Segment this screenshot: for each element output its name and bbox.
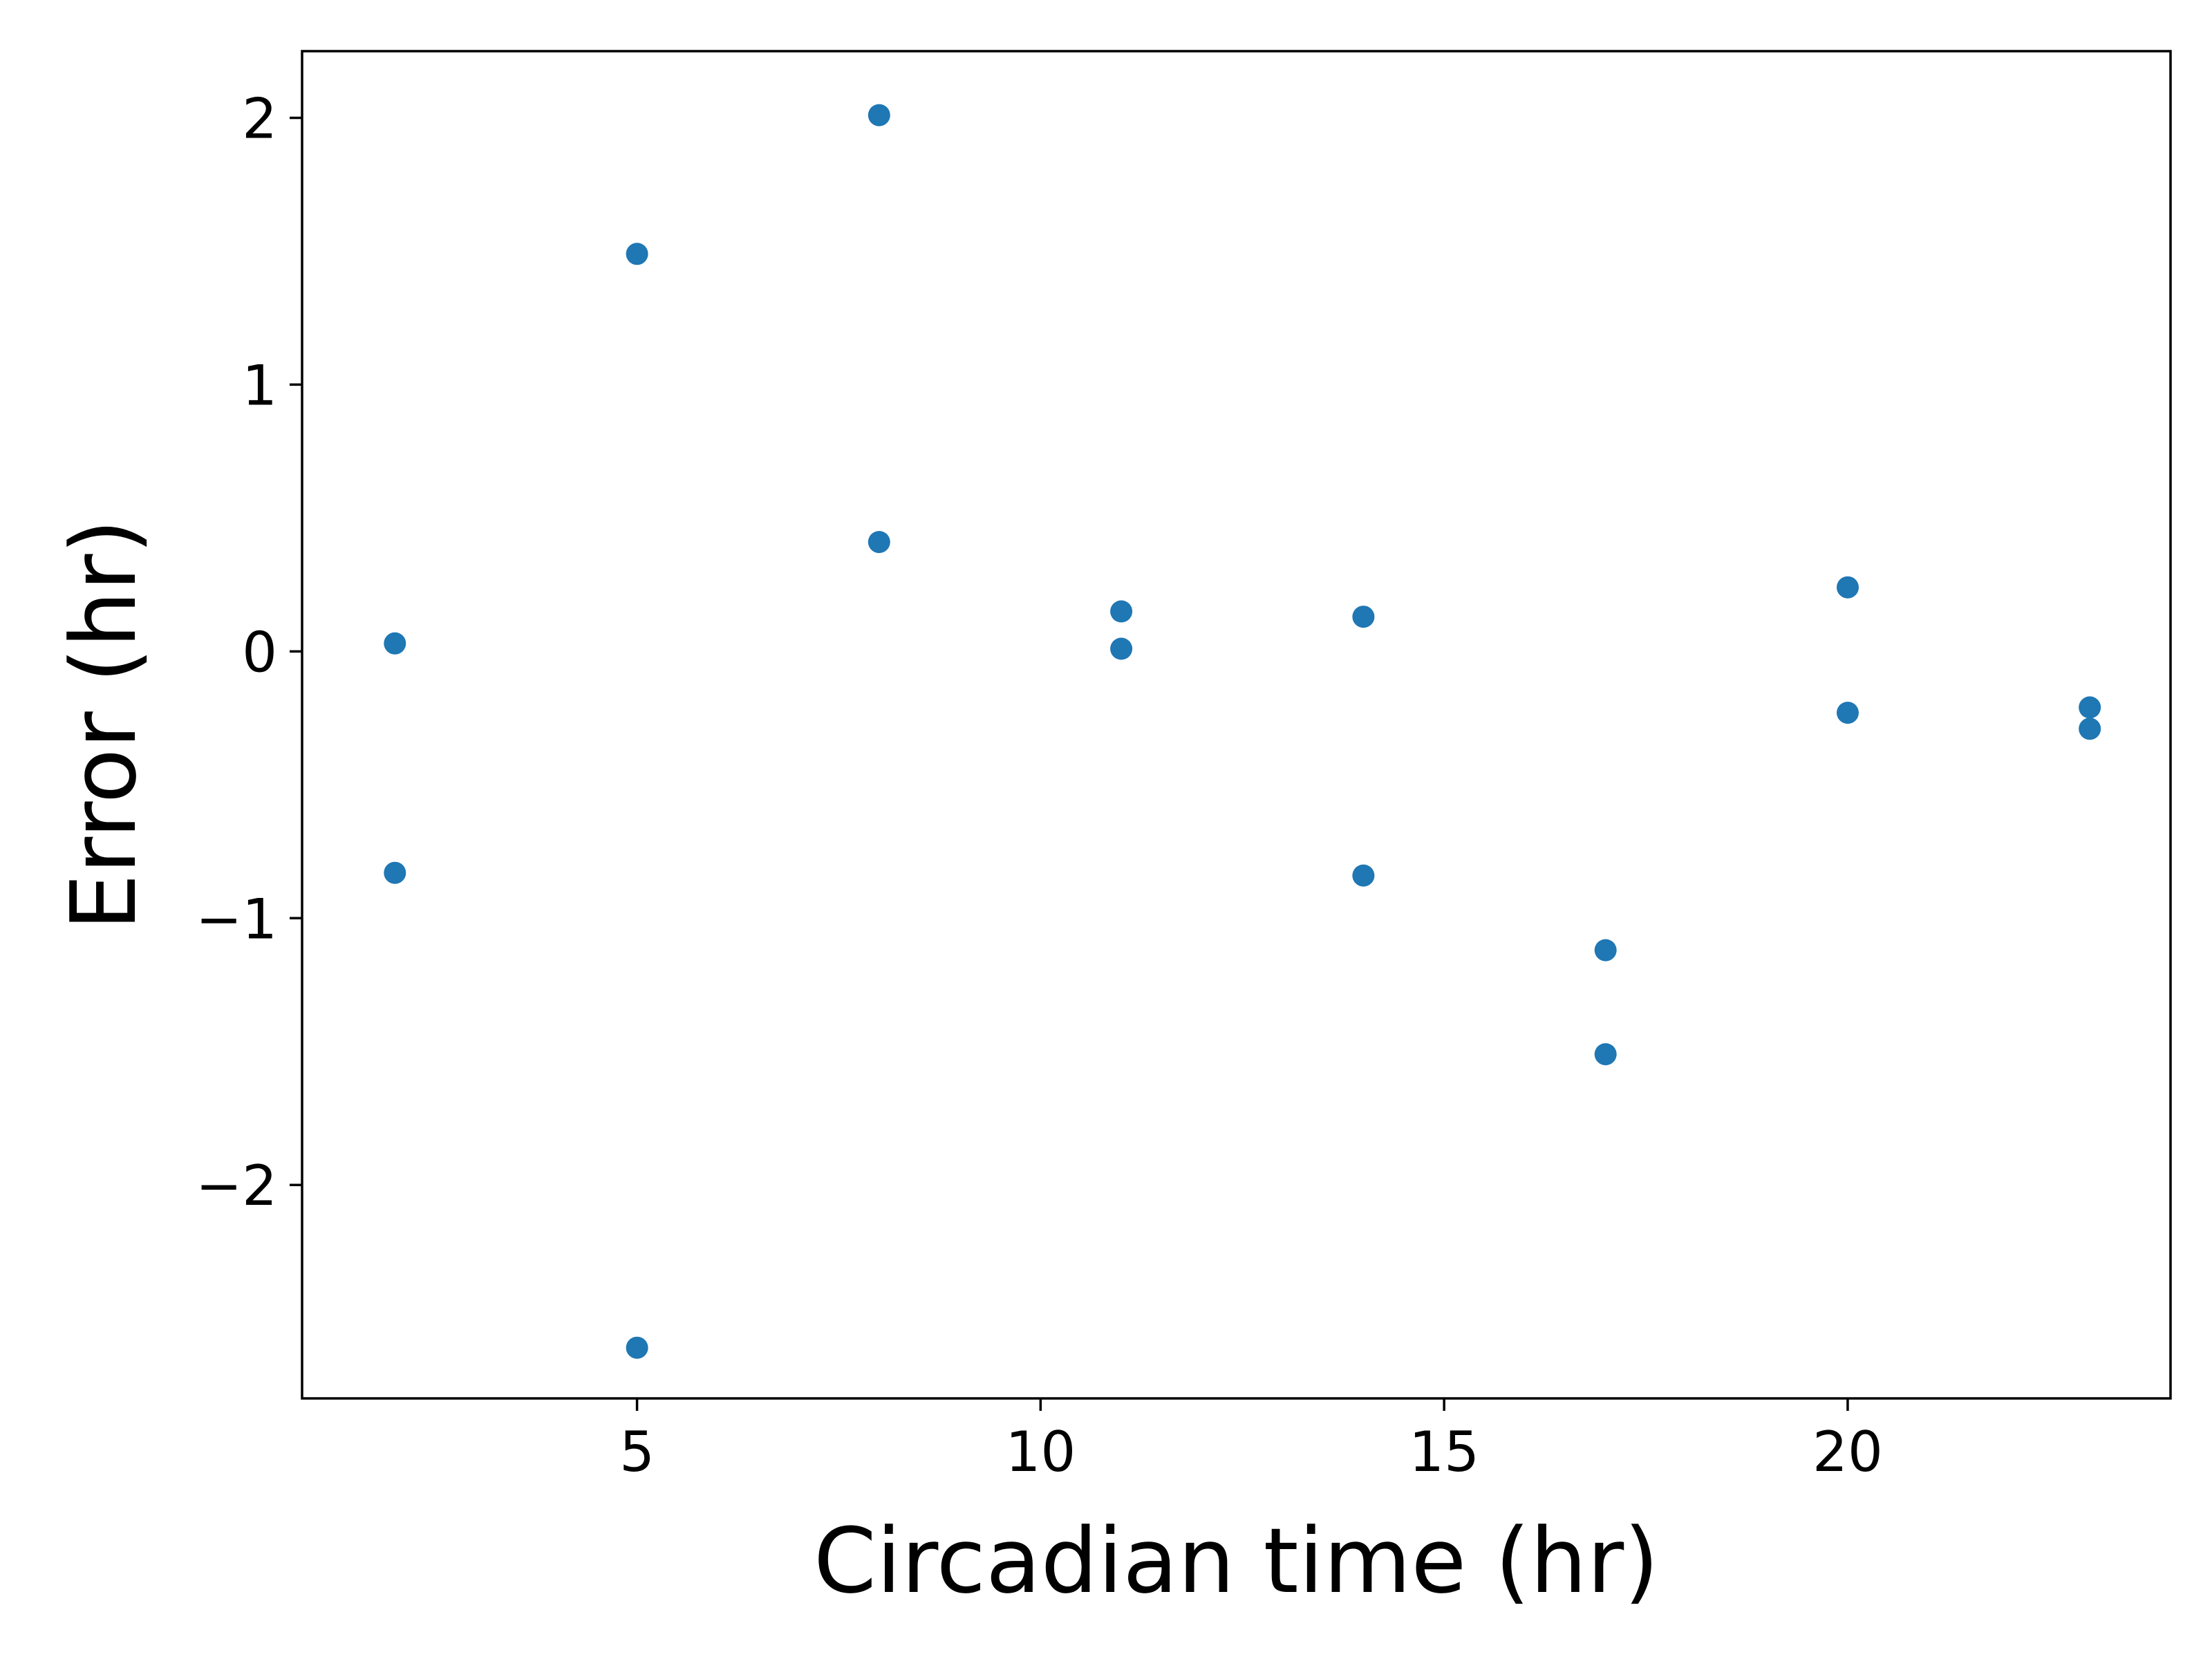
data-point	[1594, 1043, 1617, 1066]
data-point	[384, 861, 406, 884]
data-point	[1352, 606, 1375, 628]
y-tick-label: −1	[196, 887, 277, 951]
x-tick-label: 10	[1005, 1420, 1076, 1484]
data-point	[1837, 576, 1859, 599]
y-tick-label: 2	[242, 86, 277, 151]
data-point	[2079, 696, 2101, 719]
x-tick-label: 20	[1812, 1420, 1883, 1484]
data-point	[626, 1336, 648, 1359]
data-point	[2079, 718, 2101, 740]
data-point	[868, 104, 890, 126]
y-axis-ticks: 2 1 0 −1 −2	[196, 86, 302, 1218]
data-point	[1837, 702, 1859, 724]
data-point	[1110, 637, 1133, 660]
x-axis-ticks: 5 10 15 20	[619, 1398, 1883, 1484]
y-tick-label: 0	[242, 620, 277, 684]
x-tick-label: 5	[619, 1420, 655, 1484]
data-point	[868, 531, 890, 554]
data-point	[384, 632, 406, 655]
y-axis-label: Error (hr)	[51, 519, 156, 930]
data-point	[626, 243, 648, 265]
y-tick-label: 1	[242, 353, 277, 418]
data-point	[1110, 600, 1133, 623]
points-layer	[384, 104, 2101, 1359]
plot-frame	[301, 50, 2172, 1400]
x-axis-label: Circadian time (hr)	[814, 1508, 1659, 1613]
data-point	[1594, 939, 1617, 962]
y-tick-label: −2	[196, 1154, 277, 1218]
data-point	[1352, 864, 1375, 887]
x-tick-label: 15	[1409, 1420, 1479, 1484]
